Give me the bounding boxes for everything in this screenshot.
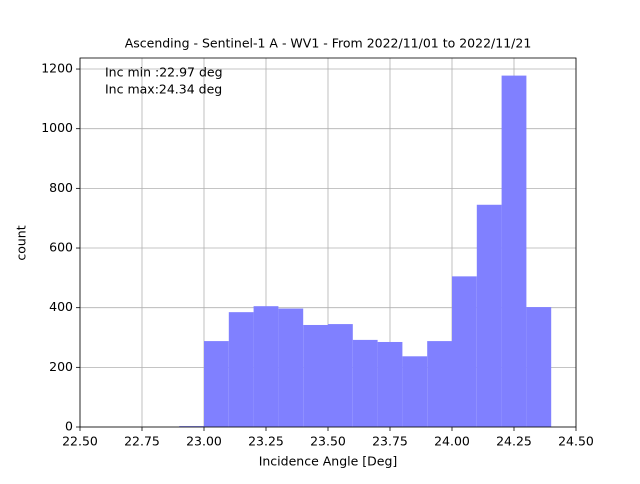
- bar: [253, 306, 279, 427]
- y-tick-label: 200: [49, 359, 73, 374]
- bar: [427, 341, 452, 427]
- annotation: Inc min :22.97 deg: [105, 65, 223, 80]
- x-tick-label: 24.25: [496, 434, 532, 449]
- bar: [526, 307, 552, 427]
- bar: [476, 204, 502, 427]
- x-tick-label: 23.50: [310, 434, 346, 449]
- chart-title: Ascending - Sentinel-1 A - WV1 - From 20…: [125, 36, 532, 51]
- y-tick-label: 800: [49, 180, 73, 195]
- x-tick-label: 23.75: [372, 434, 408, 449]
- x-tick-label: 22.50: [62, 434, 98, 449]
- y-tick-label: 1000: [41, 120, 73, 135]
- bar: [303, 324, 328, 427]
- bar: [278, 308, 304, 427]
- bar: [228, 312, 254, 427]
- y-tick-label: 0: [65, 419, 73, 434]
- x-tick-label: 24.50: [558, 434, 594, 449]
- bar: [402, 356, 428, 427]
- x-tick-label: 24.00: [434, 434, 470, 449]
- x-tick-label: 22.75: [124, 434, 160, 449]
- plot-frame: [79, 57, 577, 428]
- y-tick-label: 600: [49, 240, 73, 255]
- x-axis-label: Incidence Angle [Deg]: [259, 454, 398, 469]
- y-tick-label: 1200: [41, 61, 73, 76]
- bar: [452, 276, 477, 427]
- bar: [377, 341, 403, 427]
- annotation: Inc max:24.34 deg: [105, 82, 222, 97]
- bar: [352, 339, 378, 427]
- x-tick-label: 23.00: [186, 434, 222, 449]
- y-axis-label: count: [14, 225, 29, 260]
- y-tick-label: 400: [49, 299, 73, 314]
- bar: [179, 426, 204, 427]
- bar: [204, 341, 229, 427]
- bar: [501, 75, 527, 427]
- bar: [328, 324, 353, 427]
- x-tick-label: 23.25: [248, 434, 284, 449]
